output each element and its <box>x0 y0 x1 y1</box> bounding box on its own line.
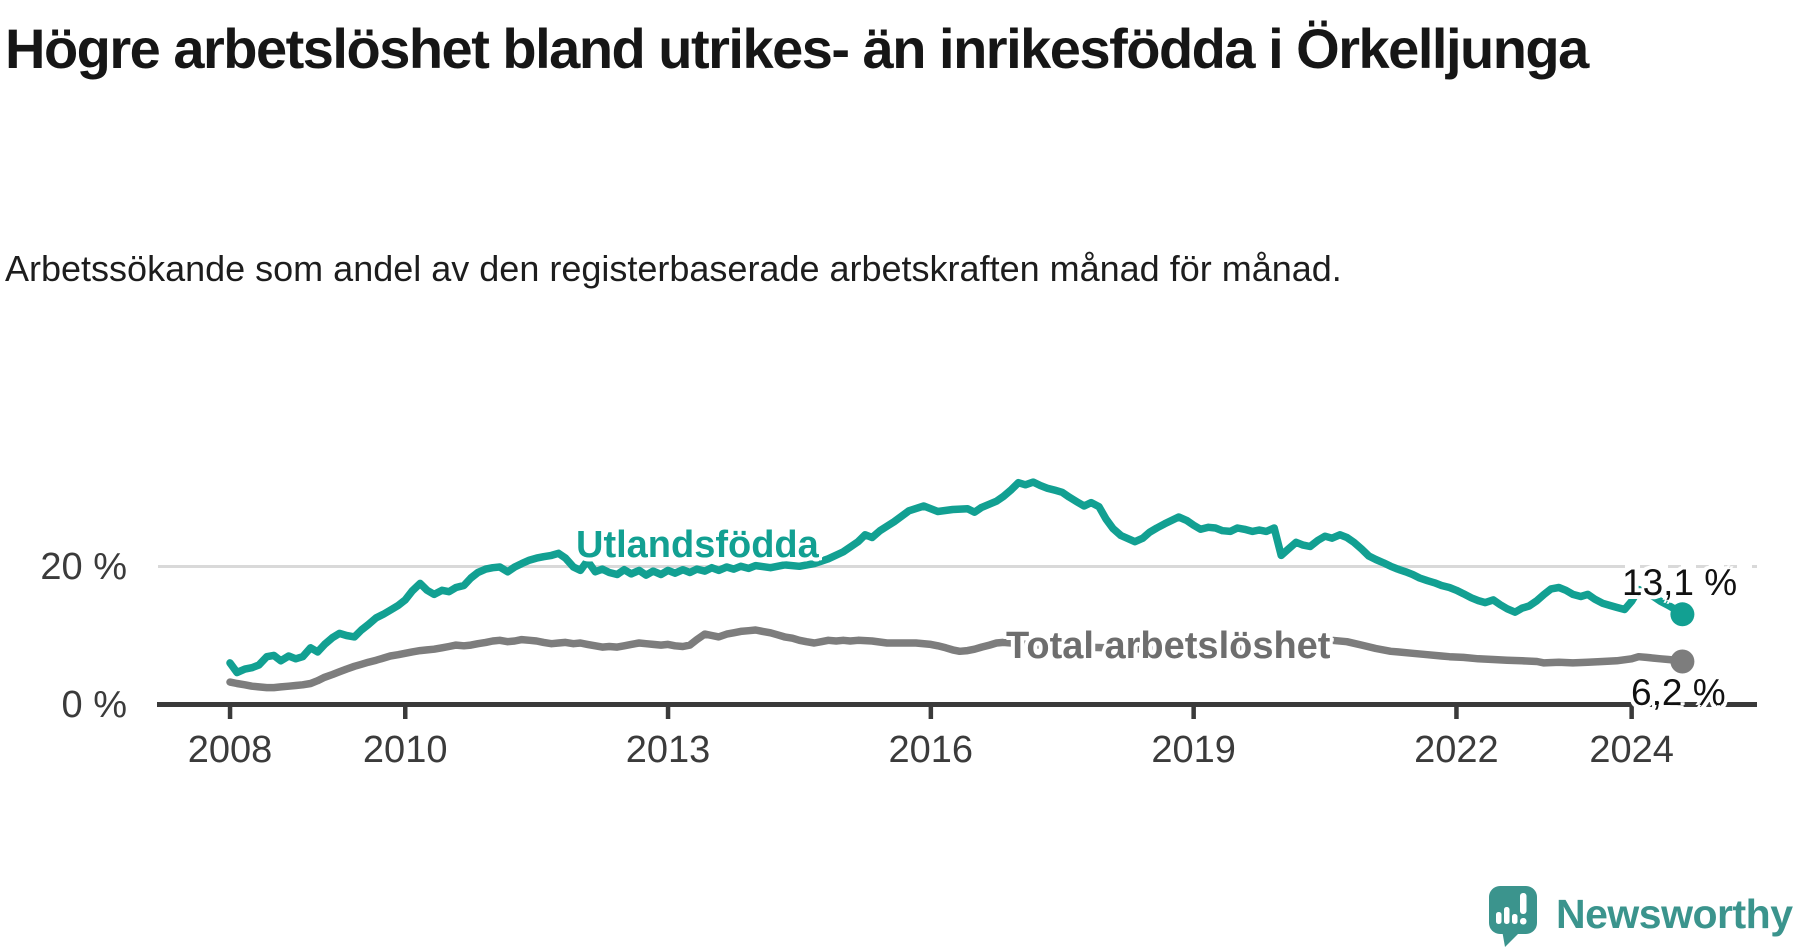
x-tick-label-2024: 2024 <box>1589 729 1674 771</box>
x-tick-label-2022: 2022 <box>1414 729 1499 771</box>
y-axis-label-20: 20 % <box>40 546 127 588</box>
x-tick-label-2008: 2008 <box>188 729 273 771</box>
x-axis-ticks <box>227 705 1634 719</box>
end-dot-utlandsfodda <box>1670 602 1695 627</box>
x-tick-label-2013: 2013 <box>626 729 711 771</box>
x-tick-2013 <box>665 705 671 719</box>
x-tick-label-2016: 2016 <box>889 729 974 771</box>
end-dot-total <box>1670 649 1695 674</box>
x-tick-2022 <box>1454 705 1459 719</box>
x-tick-2010 <box>403 705 408 719</box>
series-label-total-arbetsloshet: Total arbetslöshet <box>1006 625 1331 667</box>
page-subtitle: Arbetssökande som andel av den registerb… <box>5 248 1342 289</box>
series-label-utlandsfodda: Utlandsfödda <box>576 524 819 566</box>
end-value-label-utlandsfodda: 13,1 % <box>1622 562 1738 603</box>
series-line-utlandsfodda <box>226 478 1687 677</box>
x-tick-label-2019: 2019 <box>1151 729 1236 771</box>
x-tick-2019 <box>1191 705 1196 719</box>
x-tick-2016 <box>928 705 934 719</box>
newsworthy-speech-bubble-chart-icon <box>1489 886 1537 947</box>
x-tick-2008 <box>227 705 233 719</box>
x-tick-2024 <box>1629 705 1634 719</box>
x-tick-label-2010: 2010 <box>363 729 448 771</box>
newsworthy-logo: Newsworthy <box>1489 886 1793 948</box>
brand-name: Newsworthy <box>1556 891 1793 937</box>
end-value-label-total: 6,2 % <box>1631 672 1726 713</box>
y-axis-label-0: 0 % <box>61 684 127 726</box>
x-axis-tick-labels: 2008 2010 2013 2016 2019 2022 2024 <box>188 729 1674 771</box>
series-line-total-arbetsloshet <box>226 626 1687 692</box>
page-title: Högre arbetslöshet bland utrikes- än inr… <box>5 17 1589 80</box>
